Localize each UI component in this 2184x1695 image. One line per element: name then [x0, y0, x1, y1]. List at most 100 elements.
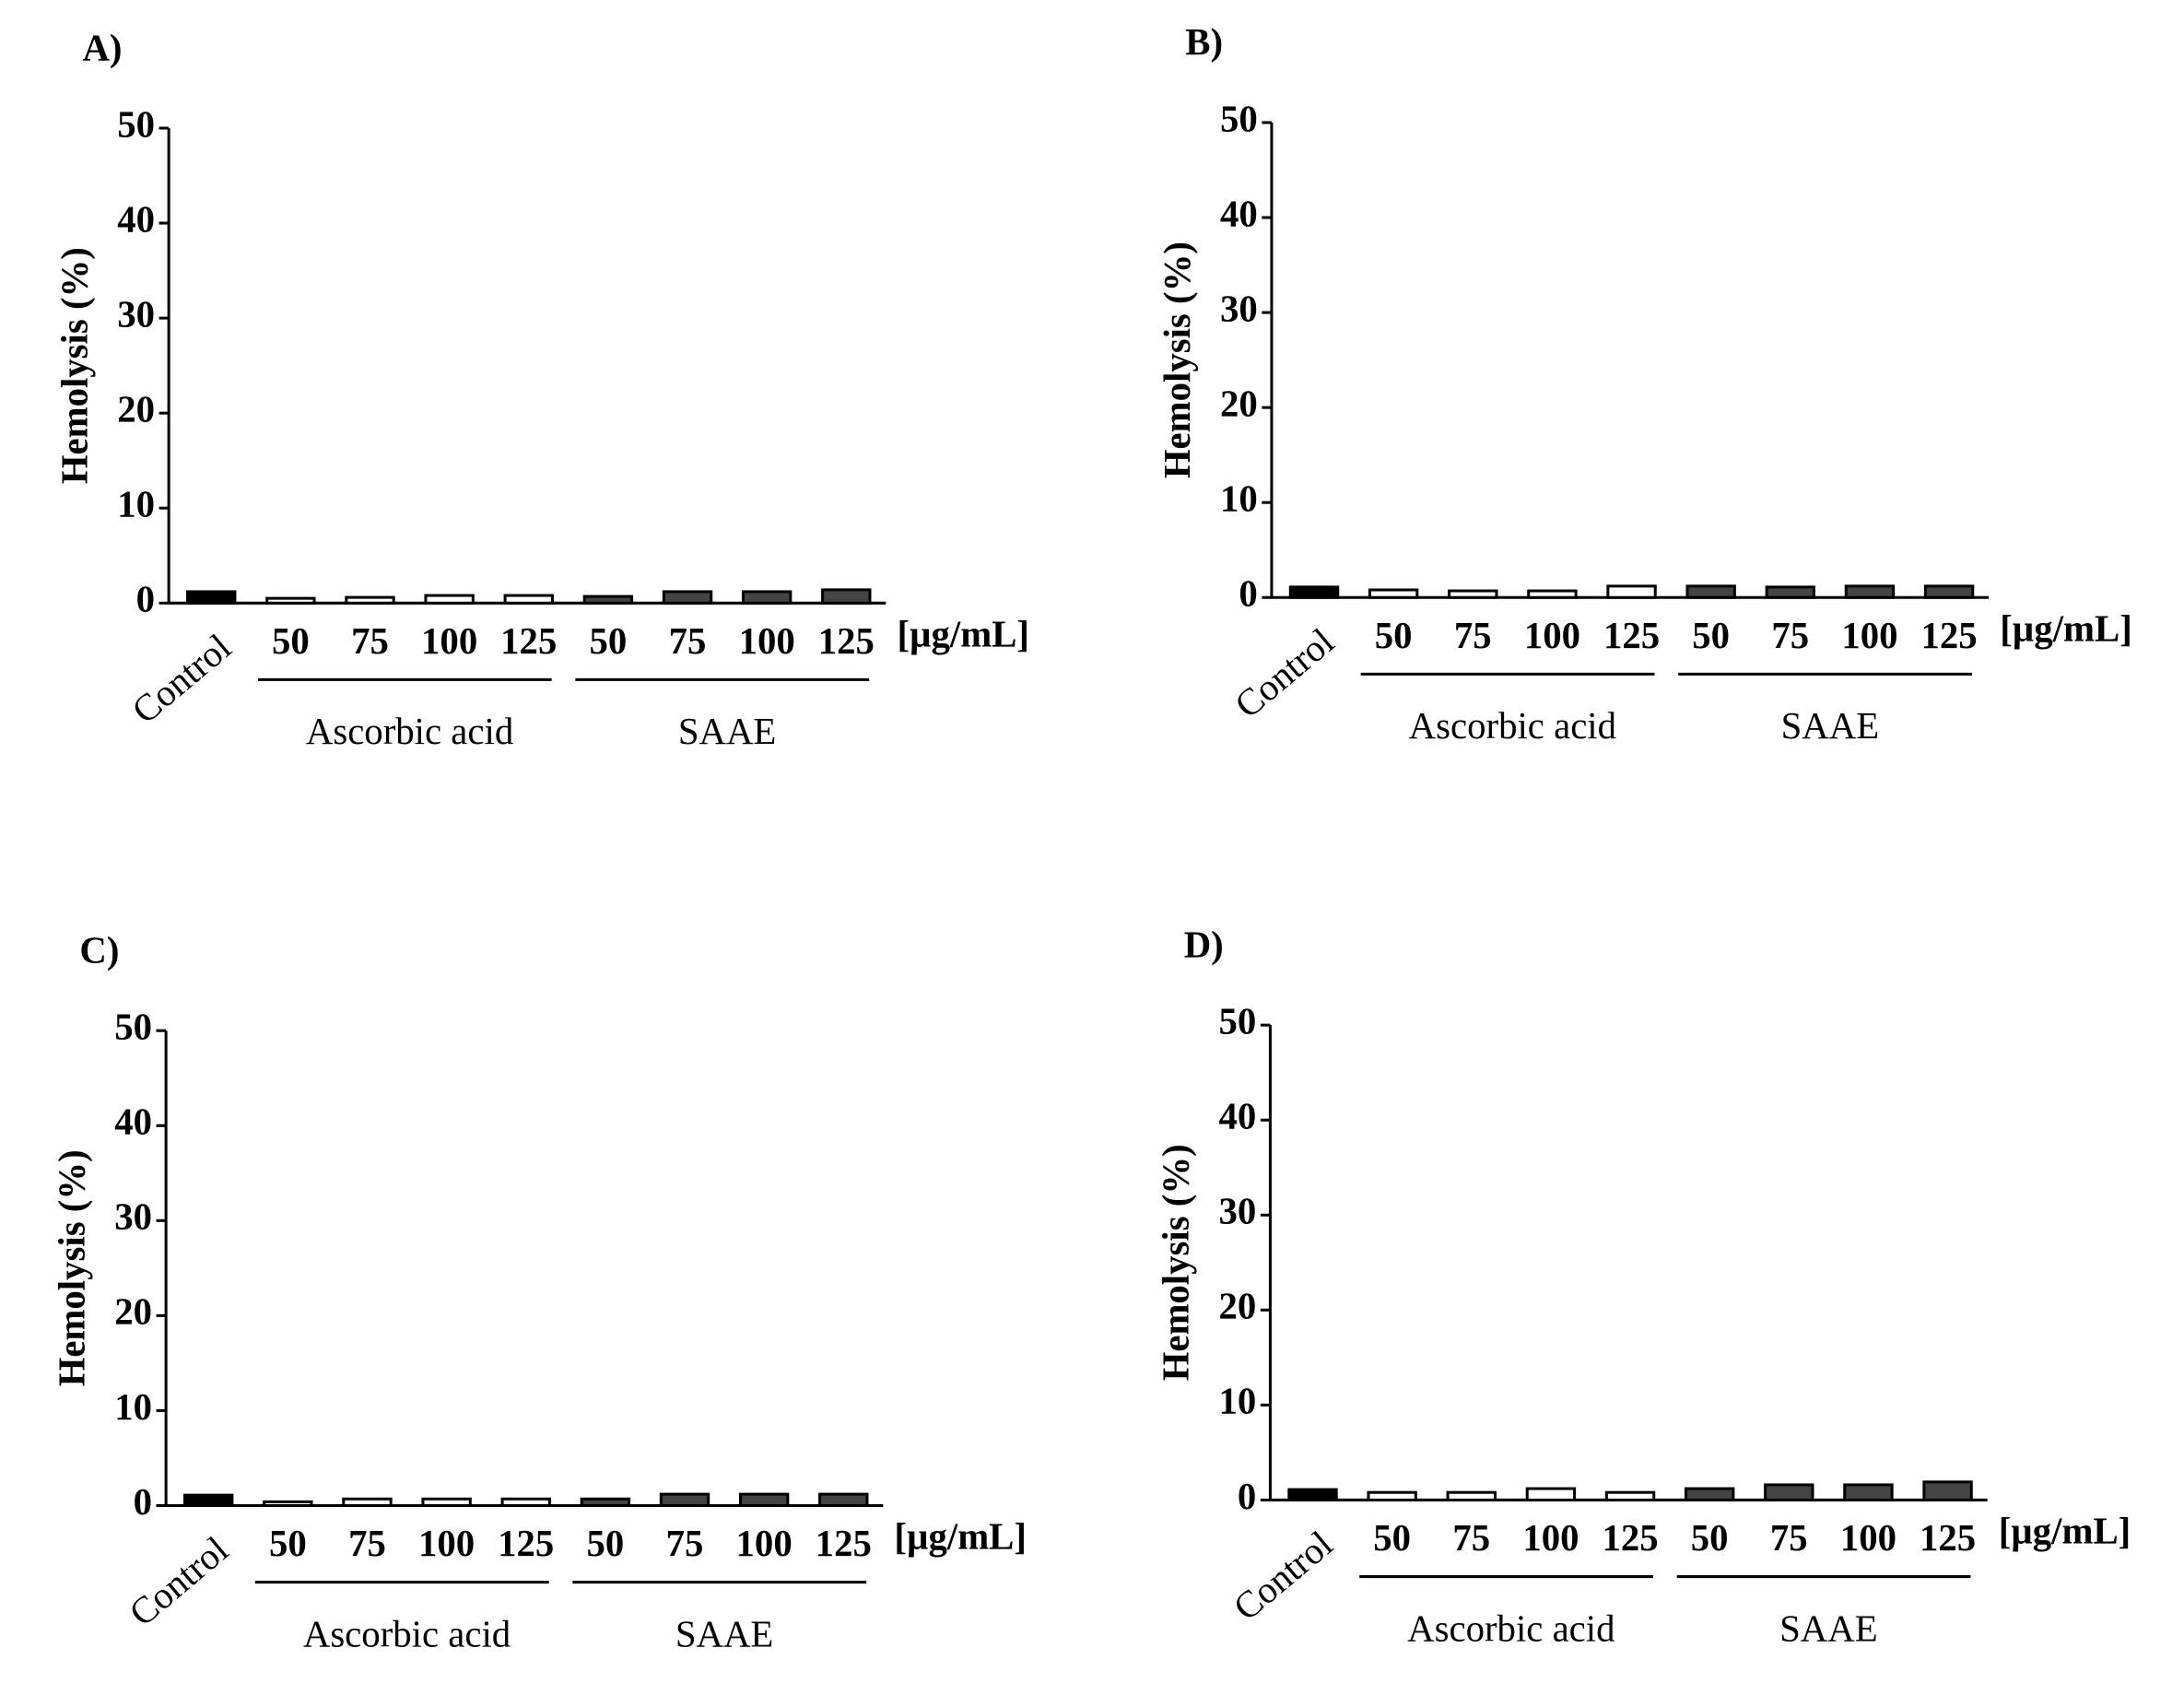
x-tick-label: 75 [666, 1523, 704, 1564]
x-tick-label: 125 [1920, 615, 1977, 656]
unit-label: [µg/mL] [897, 613, 1029, 654]
y-tick-label: 30 [114, 1196, 152, 1238]
bar [1288, 585, 1340, 599]
x-tick-label: Control [1227, 620, 1342, 726]
bar [1448, 589, 1498, 599]
bar [738, 1492, 790, 1508]
x-tick-label: 125 [816, 1523, 872, 1564]
bar [183, 1493, 234, 1508]
bar [1287, 1488, 1338, 1501]
y-tick-label: 10 [117, 484, 155, 525]
bar [580, 1497, 631, 1508]
x-tick-label: 125 [1920, 1517, 1976, 1559]
y-tick-label: 20 [117, 389, 155, 430]
y-axis-label: Hemolysis (%) [51, 1149, 92, 1386]
x-tick-label: Control [1226, 1523, 1340, 1629]
bar [1527, 589, 1578, 599]
bar [1367, 1490, 1417, 1501]
bar [741, 590, 793, 605]
y-tick-label: 0 [1239, 573, 1257, 615]
bar [662, 590, 713, 605]
bar [424, 594, 475, 605]
bar [263, 1500, 313, 1508]
bar [1765, 585, 1816, 599]
bar [265, 596, 316, 605]
y-tick-label: 40 [1220, 193, 1258, 234]
y-axis-label: Hemolysis (%) [1157, 241, 1198, 478]
y-tick-label: 20 [114, 1291, 152, 1333]
y-tick-label: 30 [117, 293, 155, 335]
x-tick-label: 100 [1522, 1517, 1579, 1559]
bar [582, 594, 634, 605]
x-tick-label: 50 [1373, 1517, 1411, 1559]
x-tick-label: 50 [586, 1523, 624, 1564]
y-tick-label: 20 [1219, 1286, 1257, 1327]
x-tick-label: 50 [272, 620, 310, 662]
y-tick-label: 0 [134, 1481, 152, 1523]
bar [342, 1497, 393, 1508]
y-tick-label: 50 [1219, 1001, 1257, 1042]
bar [186, 590, 237, 605]
unit-label: [µg/mL] [1999, 1511, 2131, 1552]
y-tick-label: 50 [117, 103, 155, 145]
x-tick-label: 75 [1771, 615, 1809, 656]
y-tick-label: 40 [1219, 1096, 1257, 1137]
unit-label: [µg/mL] [2000, 607, 2132, 649]
group-label: Ascorbic acid [306, 711, 513, 752]
bar [1368, 588, 1419, 599]
x-tick-label: 100 [1841, 615, 1897, 656]
bar [503, 594, 554, 605]
x-tick-label: Control [124, 626, 239, 732]
x-tick-label: 75 [669, 620, 707, 662]
y-tick-label: 0 [1238, 1476, 1256, 1517]
bar [1843, 1483, 1894, 1501]
group-label: SAAE [678, 711, 777, 752]
bar [1922, 1480, 1973, 1501]
x-tick-label: 100 [421, 620, 477, 662]
group-label: SAAE [675, 1613, 774, 1654]
x-tick-label: 100 [418, 1523, 475, 1564]
bar [1604, 1490, 1656, 1501]
bar [1684, 1487, 1735, 1501]
x-tick-label: 50 [269, 1523, 307, 1564]
panel-label: D) [1184, 924, 1224, 965]
group-label: Ascorbic acid [303, 1613, 511, 1654]
bar [1525, 1487, 1577, 1501]
panel-label: A) [82, 27, 122, 68]
x-tick-label: 100 [1524, 615, 1580, 656]
x-tick-label: 50 [1691, 1517, 1729, 1559]
y-tick-label: 50 [1220, 98, 1258, 139]
group-label: SAAE [1779, 1607, 1878, 1649]
x-tick-label: 75 [1770, 1517, 1808, 1559]
x-tick-label: 125 [1602, 1517, 1658, 1559]
y-axis-label: Hemolysis (%) [1156, 1144, 1197, 1381]
x-tick-label: 50 [590, 620, 628, 662]
x-tick-label: 50 [1375, 615, 1413, 656]
x-tick-label: 75 [1454, 615, 1492, 656]
bar [1606, 584, 1657, 599]
panel-label: C) [79, 929, 119, 971]
y-tick-label: 30 [1219, 1191, 1257, 1232]
y-tick-label: 40 [114, 1101, 152, 1143]
y-tick-label: 10 [1220, 478, 1258, 520]
x-tick-label: 50 [1692, 615, 1730, 656]
y-axis-label: Hemolysis (%) [53, 247, 95, 484]
x-tick-label: 125 [818, 620, 875, 662]
x-tick-label: 75 [1452, 1517, 1490, 1559]
bar [1923, 584, 1975, 599]
group-label: Ascorbic acid [1409, 705, 1616, 747]
x-tick-label: 100 [736, 1523, 793, 1564]
x-tick-label: 100 [739, 620, 795, 662]
bar [1446, 1490, 1497, 1501]
unit-label: [µg/mL] [894, 1516, 1027, 1558]
bar [345, 595, 395, 605]
x-tick-label: 125 [500, 620, 557, 662]
group-label: SAAE [1781, 705, 1880, 747]
x-tick-label: 75 [348, 1523, 386, 1564]
y-tick-label: 10 [114, 1386, 152, 1428]
bar [818, 1492, 869, 1508]
bar [1764, 1483, 1814, 1501]
bar [821, 588, 872, 605]
x-tick-label: 100 [1840, 1517, 1896, 1559]
